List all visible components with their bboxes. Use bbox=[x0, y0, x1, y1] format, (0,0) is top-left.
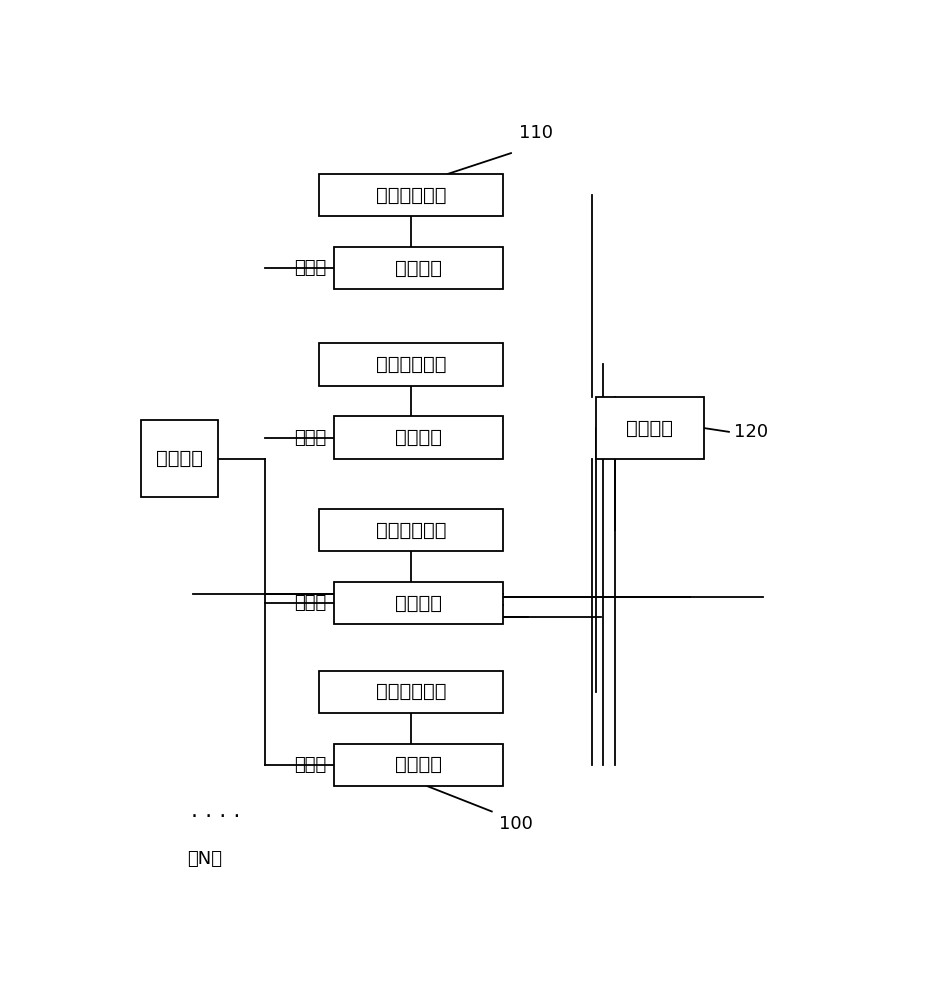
Text: 第N路: 第N路 bbox=[187, 850, 222, 868]
Text: 直流母线: 直流母线 bbox=[157, 449, 203, 468]
Text: 维缘检测模块: 维缘检测模块 bbox=[375, 521, 446, 540]
Text: 第三路: 第三路 bbox=[294, 594, 326, 612]
Bar bbox=[318, 343, 502, 386]
Bar bbox=[334, 744, 502, 786]
Text: 第四路: 第四路 bbox=[294, 756, 326, 774]
Text: 110: 110 bbox=[518, 124, 552, 142]
Text: 100: 100 bbox=[499, 815, 533, 833]
Bar bbox=[334, 247, 502, 289]
Text: 控制模块: 控制模块 bbox=[626, 418, 672, 438]
Text: 电池单元: 电池单元 bbox=[395, 755, 441, 774]
Text: · · · ·: · · · · bbox=[191, 807, 241, 827]
Text: 第一路: 第一路 bbox=[294, 259, 326, 277]
Text: 维缘检测模块: 维缘检测模块 bbox=[375, 355, 446, 374]
Text: 电池单元: 电池单元 bbox=[395, 594, 441, 613]
Text: 电池单元: 电池单元 bbox=[395, 259, 441, 278]
Bar bbox=[318, 174, 502, 216]
Bar bbox=[334, 416, 502, 459]
Text: 电池单元: 电池单元 bbox=[395, 428, 441, 447]
Bar bbox=[595, 397, 703, 459]
Text: 120: 120 bbox=[733, 423, 768, 441]
Bar bbox=[318, 671, 502, 713]
Bar bbox=[141, 420, 218, 497]
Text: 维缘检测模块: 维缘检测模块 bbox=[375, 682, 446, 701]
Bar bbox=[334, 582, 502, 624]
Text: 第二路: 第二路 bbox=[294, 429, 326, 447]
Bar bbox=[318, 509, 502, 551]
Text: 维缘检测模块: 维缘检测模块 bbox=[375, 186, 446, 205]
